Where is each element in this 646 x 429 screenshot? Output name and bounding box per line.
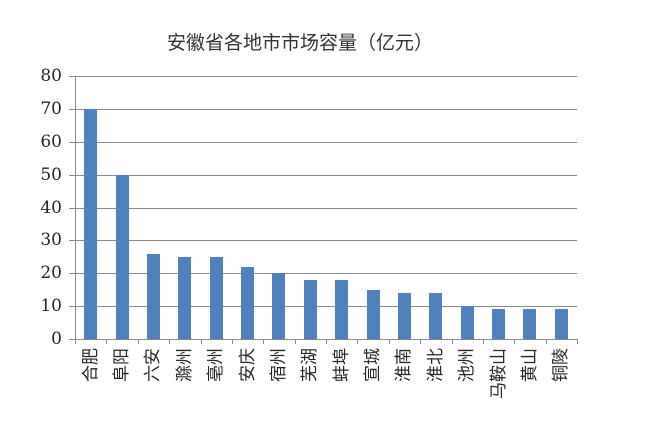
x-category-label: 淮北 (426, 348, 446, 382)
y-tick-label: 50 (40, 165, 62, 185)
bar (116, 175, 129, 339)
x-category-label: 合肥 (81, 348, 101, 382)
x-category-label: 铜陵 (551, 348, 571, 382)
x-category-label: 宿州 (269, 348, 289, 382)
gridline (69, 240, 577, 241)
x-tick (357, 339, 358, 344)
y-tick-label: 20 (40, 263, 62, 283)
y-tick-label: 0 (51, 329, 62, 349)
bar (210, 257, 223, 339)
x-tick (138, 339, 139, 344)
bar (367, 290, 380, 339)
x-category-label: 滁州 (175, 348, 195, 382)
x-tick (389, 339, 390, 344)
gridline (69, 273, 577, 274)
x-tick (452, 339, 453, 344)
gridline (69, 306, 577, 307)
x-category-label: 马鞍山 (489, 348, 509, 399)
bar (523, 309, 536, 339)
x-tick (263, 339, 264, 344)
x-axis-line (69, 339, 577, 340)
y-axis-line (75, 76, 76, 339)
x-tick (577, 339, 578, 344)
y-tick-label: 40 (40, 198, 62, 218)
x-category-label: 宣城 (363, 348, 383, 382)
bar (429, 293, 442, 339)
x-category-label: 芜湖 (300, 348, 320, 382)
x-tick (75, 339, 76, 344)
x-category-label: 蚌埠 (332, 348, 352, 382)
x-category-label: 黄山 (520, 348, 540, 382)
x-tick (295, 339, 296, 344)
x-category-label: 阜阳 (112, 348, 132, 382)
x-category-label: 亳州 (206, 348, 226, 382)
gridline (69, 142, 577, 143)
x-category-label: 淮南 (394, 348, 414, 382)
bar (398, 293, 411, 339)
x-tick (420, 339, 421, 344)
bar (178, 257, 191, 339)
bar (492, 309, 505, 339)
bar (461, 306, 474, 339)
bar (241, 267, 254, 339)
bar (272, 273, 285, 339)
gridline (69, 175, 577, 176)
y-tick-label: 30 (40, 230, 62, 250)
x-tick (169, 339, 170, 344)
x-category-label: 六安 (143, 348, 163, 382)
x-category-label: 池州 (457, 348, 477, 382)
bar (84, 109, 97, 339)
gridline (69, 76, 577, 77)
bar (304, 280, 317, 339)
y-tick-label: 80 (40, 66, 62, 86)
bar (555, 309, 568, 339)
bar (335, 280, 348, 339)
gridline (69, 208, 577, 209)
bar (147, 254, 160, 339)
y-tick-label: 10 (40, 296, 62, 316)
chart-title: 安徽省各地市市场容量（亿元） (166, 32, 433, 54)
gridline (69, 109, 577, 110)
y-tick-label: 60 (40, 132, 62, 152)
x-tick (483, 339, 484, 344)
x-tick (546, 339, 547, 344)
x-tick (201, 339, 202, 344)
x-tick (514, 339, 515, 344)
y-tick-label: 70 (40, 99, 62, 119)
x-category-label: 安庆 (238, 348, 258, 382)
x-tick (106, 339, 107, 344)
x-tick (326, 339, 327, 344)
x-tick (232, 339, 233, 344)
